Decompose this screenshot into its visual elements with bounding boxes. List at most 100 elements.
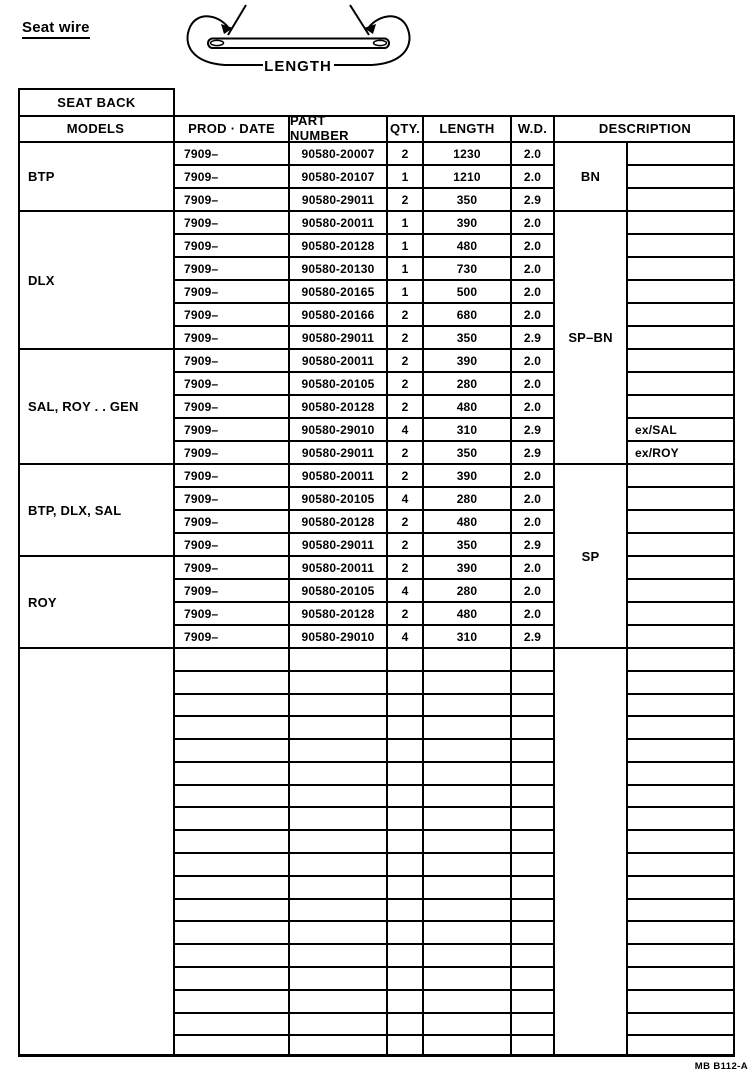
- col-desc-note-empty-cell: [628, 877, 735, 900]
- col-desc-note-empty-cell: [628, 740, 735, 763]
- col-wd-cell: 2.0: [512, 235, 553, 258]
- col-qty-cell: 1: [388, 166, 422, 189]
- col-qty-cell: 1: [388, 212, 422, 235]
- col-length-empty-cell: [424, 763, 510, 786]
- col-wd-cell: 2.0: [512, 557, 553, 580]
- model-group-cell: DLX: [18, 212, 173, 350]
- seat-wire-diagram: LENGTH: [186, 4, 411, 75]
- header-cell-wd: W.D.: [512, 115, 555, 143]
- col-desc-note-empty-cell: [628, 991, 735, 1014]
- col-length-cell: 1210: [424, 166, 510, 189]
- col-prod-date-cell: 7909–: [175, 373, 288, 396]
- col-qty-cell: 2: [388, 373, 422, 396]
- col-prod-date-empty-cell: [175, 968, 288, 991]
- col-wd-empty-cell: [512, 922, 553, 946]
- col-wd-cell: 2.0: [512, 396, 553, 419]
- col-desc-note-cell: [628, 396, 735, 419]
- col-wd-cell: 2.0: [512, 166, 553, 189]
- col-prod-date-cell: 7909–: [175, 235, 288, 258]
- col-length-cell: 280: [424, 488, 510, 511]
- col-prod-date-cell: 7909–: [175, 143, 288, 166]
- col-desc-note-empty-cell: [628, 763, 735, 786]
- header-cell-length: LENGTH: [424, 115, 512, 143]
- col-part-number-cell: 90580-20128: [290, 511, 386, 534]
- col-desc-note-cell: [628, 557, 735, 580]
- col-prod-date-cell: 7909–: [175, 396, 288, 419]
- col-qty-cell: 2: [388, 534, 422, 557]
- col-part-number-cell: 90580-20128: [290, 603, 386, 626]
- col-prod-date-cell: 7909–: [175, 327, 288, 350]
- col-length-empty-cell: [424, 1036, 510, 1057]
- description-empty-area: [555, 649, 626, 1057]
- col-wd-empty-cell: [512, 854, 553, 877]
- col-qty-empty-cell: [388, 672, 422, 695]
- col-prod-date-empty-cell: [175, 945, 288, 968]
- col-length-cell: 350: [424, 189, 510, 212]
- col-length-empty-cell: [424, 808, 510, 832]
- col-wd-empty-cell: [512, 1036, 553, 1057]
- col-prod-date-cell: 7909–: [175, 511, 288, 534]
- col-desc-note-cell: [628, 534, 735, 557]
- col-desc-note-cell: [628, 327, 735, 350]
- col-wd-empty-cell: [512, 740, 553, 763]
- model-empty-area: [18, 649, 173, 1057]
- col-prod-date-empty-cell: [175, 808, 288, 832]
- col-prod-date-cell: 7909–: [175, 304, 288, 327]
- col-qty-cell: 4: [388, 626, 422, 649]
- description-group-cell: SP–BN: [555, 212, 626, 465]
- col-part-number-cell: 90580-20130: [290, 258, 386, 281]
- header-cell-qty: QTY.: [388, 115, 424, 143]
- col-prod-date-empty-cell: [175, 786, 288, 809]
- col-prod-date-cell: 7909–: [175, 626, 288, 649]
- col-wd-cell: 2.9: [512, 534, 553, 557]
- header-cell-models: MODELS: [18, 115, 175, 143]
- col-length-cell: 680: [424, 304, 510, 327]
- col-part-number-cell: 90580-20105: [290, 488, 386, 511]
- col-desc-note-empty-cell: [628, 968, 735, 991]
- left-leader-curve: [186, 15, 231, 66]
- col-qty-empty-cell: [388, 831, 422, 855]
- col-wd-cell: 2.0: [512, 603, 553, 626]
- col-part-number-empty-cell: [290, 695, 386, 718]
- col-length-empty-cell: [424, 831, 510, 855]
- col-qty-cell: 4: [388, 419, 422, 442]
- col-desc-note-empty-cell: [628, 900, 735, 923]
- col-prod-date-empty-cell: [175, 900, 288, 923]
- wire-shape: [207, 37, 390, 49]
- col-desc-note-empty-cell: [628, 854, 735, 877]
- col-wd-empty-cell: [512, 695, 553, 718]
- col-qty-cell: 2: [388, 143, 422, 166]
- col-part-number-empty-cell: [290, 717, 386, 741]
- col-length-empty-cell: [424, 968, 510, 991]
- col-length-empty-cell: [424, 649, 510, 672]
- col-wd-cell: 2.9: [512, 626, 553, 649]
- table-outline: [18, 115, 735, 1057]
- col-prod-date-empty-cell: [175, 922, 288, 946]
- col-desc-note-cell: [628, 166, 735, 189]
- col-length-cell: 350: [424, 327, 510, 350]
- col-part-number-empty-cell: [290, 991, 386, 1014]
- col-length-cell: 390: [424, 465, 510, 488]
- col-desc-note-empty-cell: [628, 1036, 735, 1057]
- header-cell-prod-date: PROD · DATE: [175, 115, 290, 143]
- col-qty-cell: 2: [388, 557, 422, 580]
- col-part-number-cell: 90580-20166: [290, 304, 386, 327]
- col-length-empty-cell: [424, 922, 510, 946]
- col-part-number-cell: 90580-20128: [290, 235, 386, 258]
- col-part-number-cell: 90580-20007: [290, 143, 386, 166]
- col-prod-date-cell: 7909–: [175, 350, 288, 373]
- col-desc-note-empty-cell: [628, 695, 735, 718]
- col-qty-empty-cell: [388, 1036, 422, 1057]
- col-qty-empty-cell: [388, 695, 422, 718]
- col-qty-cell: 2: [388, 465, 422, 488]
- col-part-number-empty-cell: [290, 1036, 386, 1057]
- col-qty-cell: 2: [388, 304, 422, 327]
- col-desc-note-cell: [628, 143, 735, 166]
- col-prod-date-cell: 7909–: [175, 166, 288, 189]
- col-length-empty-cell: [424, 717, 510, 741]
- col-qty-cell: 2: [388, 396, 422, 419]
- col-prod-date-cell: 7909–: [175, 557, 288, 580]
- col-wd-empty-cell: [512, 672, 553, 695]
- col-qty-empty-cell: [388, 854, 422, 877]
